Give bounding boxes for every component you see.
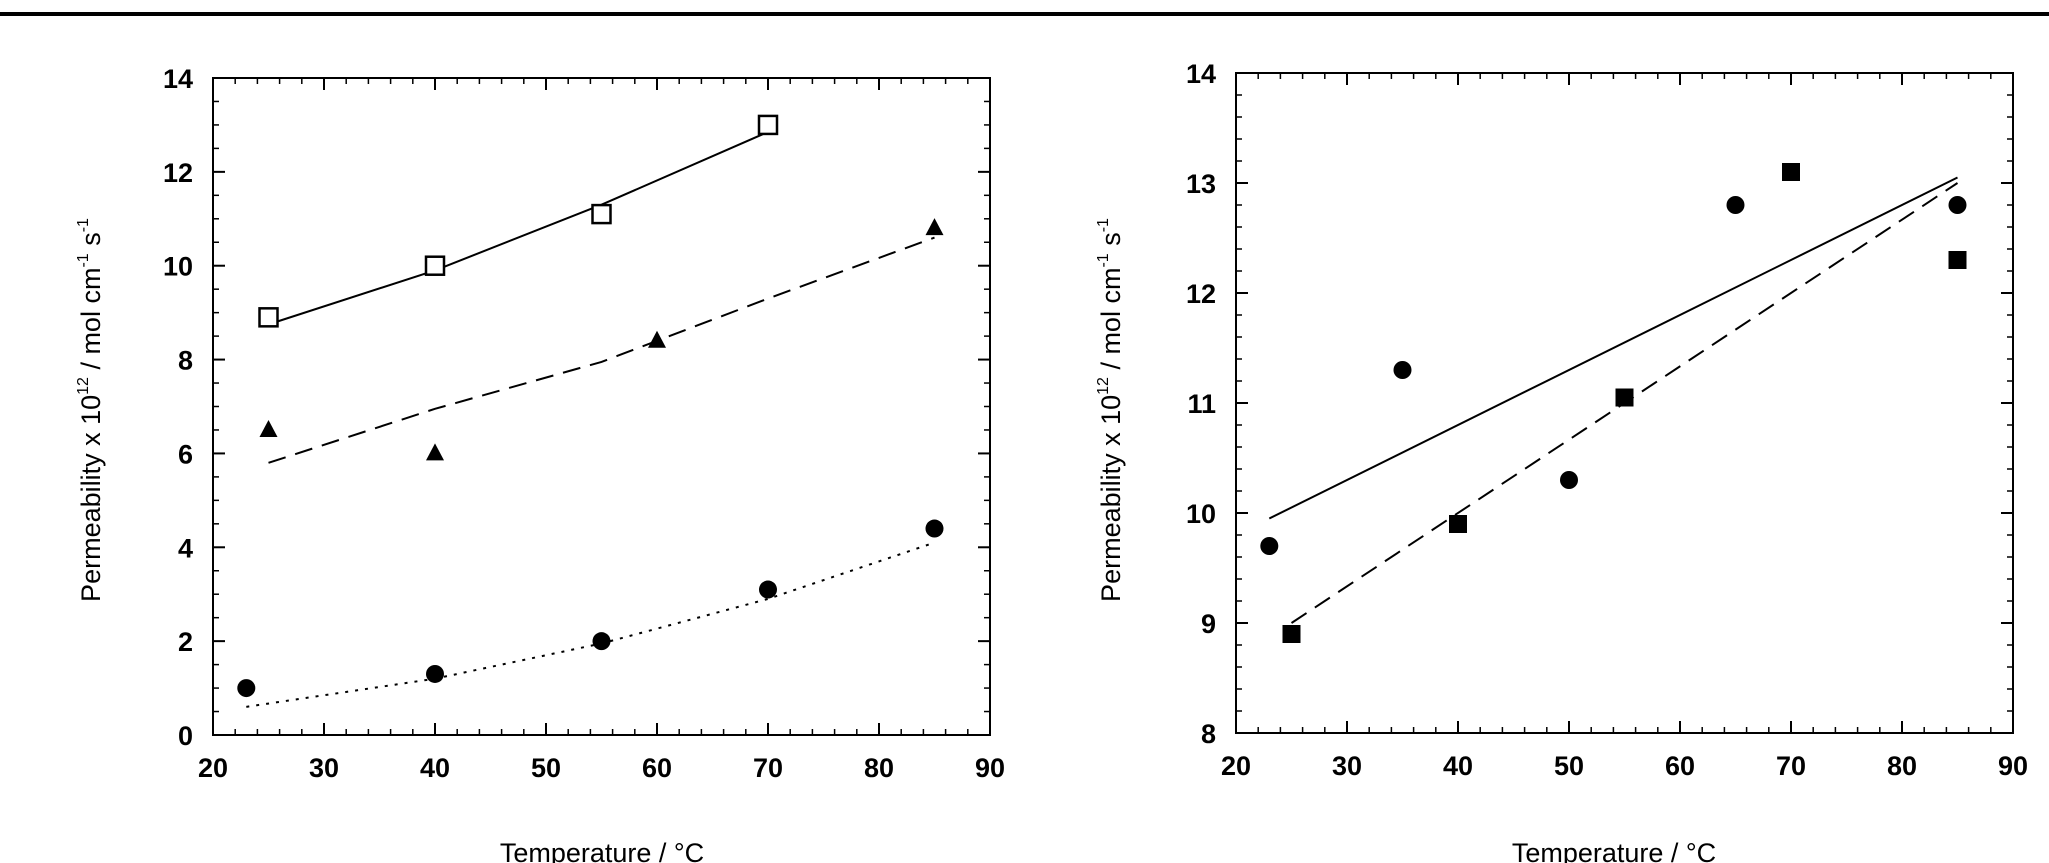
- left-point-filled-circle: [426, 664, 444, 683]
- left-y-axis-label: Permeability x 1012 / mol cm-1 s-1: [75, 218, 106, 602]
- left-fit-line-0: [268, 131, 769, 326]
- right-point-filled-square: [1615, 388, 1634, 407]
- right-x-tick-label: 50: [1554, 751, 1584, 781]
- left-y-ticks: 0 2 4 6 8 10 12 14: [163, 64, 990, 751]
- left-x-tick-label: 80: [864, 753, 894, 783]
- left-point-filled-circle: [592, 632, 611, 651]
- left-x-axis-label: Temperature / °C: [500, 838, 704, 863]
- left-y-tick-label: 6: [178, 439, 193, 469]
- left-y-tick-label: 4: [178, 533, 193, 563]
- right-x-axis-label: Temperature / °C: [1512, 838, 1716, 863]
- right-y-tick-label: 8: [1201, 719, 1216, 749]
- right-x-ticks: 20 30 40 50 60 70 80 90: [1221, 73, 2028, 781]
- left-x-tick-label: 20: [198, 753, 228, 783]
- left-x-ticks: 20 30 40 50 60 70 80 90: [198, 78, 1005, 783]
- left-point-open-square: [757, 114, 779, 136]
- left-y-tick-label: 14: [163, 64, 193, 94]
- left-point-filled-triangle: [925, 218, 944, 236]
- left-chart: 20 30 40 50 60 70 80 90 0 2 4 6 8 10 12 14 Temperature…: [75, 64, 1005, 863]
- right-point-filled-square: [1948, 251, 1967, 269]
- left-fit-line-2: [246, 541, 935, 708]
- right-point-filled-circle: [1560, 471, 1578, 489]
- right-y-tick-label: 11: [1187, 389, 1216, 419]
- left-point-filled-circle: [759, 580, 777, 599]
- right-y-tick-label: 12: [1186, 279, 1216, 309]
- left-x-tick-label: 90: [975, 753, 1005, 783]
- right-data-points: [1260, 163, 1967, 643]
- right-y-tick-label: 14: [1186, 59, 1216, 89]
- left-x-tick-label: 70: [753, 753, 783, 783]
- left-point-open-square: [591, 203, 612, 225]
- right-point-filled-square: [1782, 163, 1800, 181]
- left-y-tick-label: 8: [178, 346, 193, 376]
- left-point-filled-triangle: [648, 330, 666, 348]
- right-y-ticks: 8 9 10 11 12 13 14: [1186, 59, 2013, 749]
- right-point-filled-square: [1449, 515, 1467, 533]
- left-fit-line-1: [268, 236, 935, 464]
- right-point-filled-circle: [1393, 361, 1412, 379]
- left-y-tick-label: 12: [163, 158, 193, 188]
- right-y-tick-label: 13: [1186, 169, 1216, 199]
- right-fit-lines: [1268, 176, 1959, 624]
- right-point-filled-circle: [1948, 196, 1967, 214]
- right-x-tick-label: 40: [1443, 751, 1473, 781]
- right-x-tick-label: 80: [1887, 751, 1917, 781]
- right-y-tick-label: 10: [1186, 499, 1216, 529]
- left-point-filled-triangle: [426, 443, 444, 461]
- left-point-filled-circle: [925, 519, 944, 538]
- right-x-tick-label: 90: [1998, 751, 2028, 781]
- left-point-filled-circle: [237, 679, 256, 698]
- right-y-axis-label: Permeability x 1012 / mol cm-1 s-1: [1095, 218, 1126, 602]
- left-y-tick-label: 2: [178, 627, 193, 657]
- left-point-filled-triangle: [259, 419, 278, 437]
- left-data-points: [237, 114, 944, 698]
- left-x-tick-label: 60: [642, 753, 672, 783]
- right-point-filled-square: [1282, 625, 1301, 643]
- right-chart: 20 30 40 50 60 70 80 90 8 9 10 11 12 13 14 Temperatur…: [1095, 59, 2028, 863]
- right-x-tick-label: 60: [1665, 751, 1695, 781]
- left-y-tick-label: 10: [163, 252, 193, 282]
- right-x-tick-label: 30: [1332, 751, 1362, 781]
- right-point-filled-circle: [1260, 537, 1279, 555]
- right-x-tick-label: 70: [1776, 751, 1806, 781]
- right-point-filled-circle: [1726, 196, 1745, 214]
- right-x-tick-label: 20: [1221, 751, 1251, 781]
- left-point-open-square: [258, 307, 279, 328]
- left-fit-lines: [246, 131, 935, 708]
- left-x-tick-label: 40: [420, 753, 450, 783]
- right-fit-line-0: [1268, 176, 1958, 520]
- left-point-open-square: [424, 255, 446, 276]
- left-x-tick-label: 30: [309, 753, 339, 783]
- left-y-tick-label: 0: [178, 721, 193, 751]
- left-x-tick-label: 50: [531, 753, 561, 783]
- right-y-tick-label: 9: [1201, 609, 1216, 639]
